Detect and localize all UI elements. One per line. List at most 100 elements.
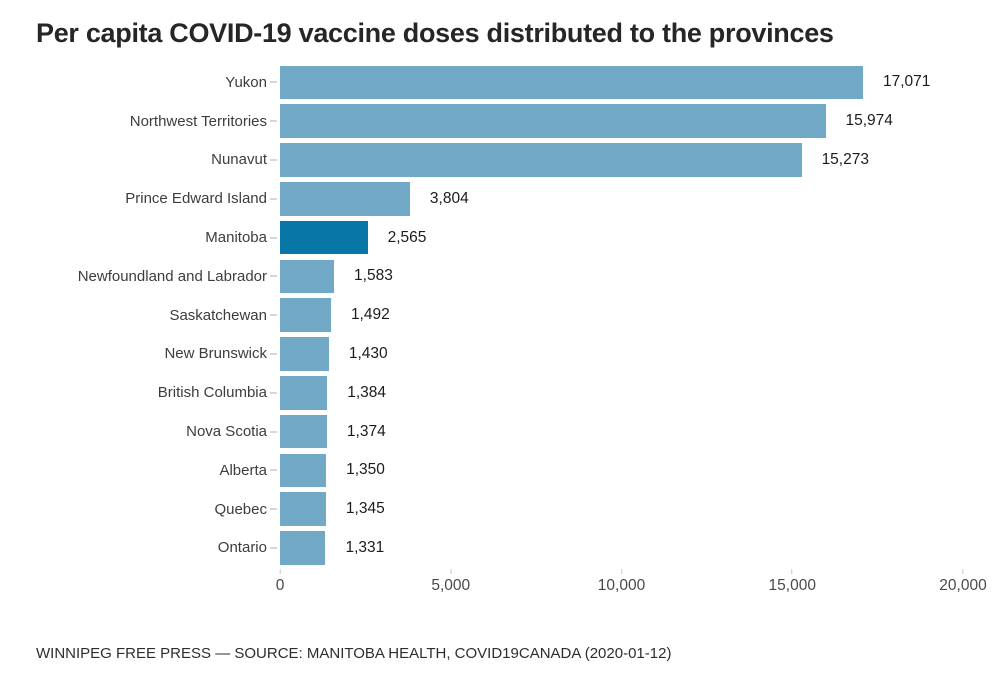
category-tick bbox=[270, 430, 277, 433]
category-label-wrap: Saskatchewan bbox=[0, 307, 277, 324]
category-label-wrap: Newfoundland and Labrador bbox=[0, 268, 277, 285]
category-label-wrap: Prince Edward Island bbox=[0, 190, 277, 207]
bar-rows: Yukon 17,071 Northwest Territories 15,974 Nu… bbox=[0, 63, 999, 567]
x-tick: 10,000 bbox=[598, 567, 645, 595]
category-label-wrap: Yukon bbox=[0, 74, 277, 91]
bar-track: 1,492 bbox=[280, 298, 963, 332]
bar-track: 1,331 bbox=[280, 531, 963, 565]
bar-track: 1,374 bbox=[280, 414, 963, 449]
bar-track: 1,350 bbox=[280, 453, 963, 488]
bar-row: New Brunswick 1,430 bbox=[0, 335, 999, 374]
category-label-wrap: Nunavut bbox=[0, 151, 277, 168]
bar-track: 15,273 bbox=[280, 143, 963, 177]
category-tick bbox=[270, 508, 277, 511]
category-tick bbox=[270, 197, 277, 200]
x-tick: 5,000 bbox=[431, 567, 470, 595]
bar-row: Saskatchewan 1,492 bbox=[0, 296, 999, 335]
x-tick: 20,000 bbox=[939, 567, 987, 595]
x-tick-label: 15,000 bbox=[768, 577, 816, 594]
category-label-wrap: British Columbia bbox=[0, 384, 277, 401]
x-axis: 0 5,000 10,000 15,000 20,000 bbox=[0, 567, 999, 607]
value-label: 1,350 bbox=[346, 461, 385, 479]
bar bbox=[280, 220, 368, 255]
category-label-wrap: Manitoba bbox=[0, 229, 277, 246]
bar-track: 17,071 bbox=[280, 65, 963, 100]
bar-track: 1,384 bbox=[280, 376, 963, 410]
bar-row: Nunavut 15,273 bbox=[0, 141, 999, 180]
bar-row: Alberta 1,350 bbox=[0, 451, 999, 490]
bar bbox=[280, 143, 802, 177]
bar-row: Prince Edward Island 3,804 bbox=[0, 179, 999, 218]
value-label: 17,071 bbox=[882, 73, 931, 91]
value-label: 1,430 bbox=[348, 344, 388, 362]
category-label: British Columbia bbox=[157, 384, 267, 402]
value-label: 2,565 bbox=[387, 228, 427, 246]
category-tick bbox=[270, 469, 277, 472]
x-tick-mark bbox=[620, 569, 622, 574]
value-label: 15,974 bbox=[845, 112, 893, 130]
bar bbox=[280, 104, 826, 138]
bar-row: Quebec 1,345 bbox=[0, 490, 999, 529]
chart-title: Per capita COVID-19 vaccine doses distri… bbox=[36, 18, 834, 48]
category-label: Manitoba bbox=[205, 229, 267, 247]
bar-track: 1,583 bbox=[280, 259, 963, 294]
category-tick bbox=[270, 158, 277, 161]
category-label: New Brunswick bbox=[164, 345, 267, 363]
category-tick bbox=[270, 81, 277, 84]
value-label: 1,374 bbox=[346, 422, 386, 440]
bar-row: Nova Scotia 1,374 bbox=[0, 412, 999, 451]
category-label: Nunavut bbox=[211, 151, 267, 169]
category-label: Alberta bbox=[219, 461, 267, 479]
category-tick bbox=[270, 391, 277, 394]
category-label: Yukon bbox=[225, 73, 267, 91]
value-label: 1,492 bbox=[350, 306, 390, 324]
bar-row: Newfoundland and Labrador 1,583 bbox=[0, 257, 999, 296]
category-label-wrap: Ontario bbox=[0, 539, 277, 556]
category-tick bbox=[270, 120, 277, 123]
value-label: 1,331 bbox=[345, 538, 385, 556]
category-label: Newfoundland and Labrador bbox=[77, 267, 267, 285]
value-label: 3,804 bbox=[429, 189, 469, 207]
category-label-wrap: New Brunswick bbox=[0, 345, 277, 362]
category-label-wrap: Alberta bbox=[0, 462, 277, 479]
category-label: Ontario bbox=[217, 539, 267, 557]
bar bbox=[280, 65, 863, 100]
x-tick-mark bbox=[450, 569, 452, 574]
category-label-wrap: Nova Scotia bbox=[0, 423, 277, 440]
bar bbox=[280, 376, 328, 410]
x-tick-mark bbox=[791, 569, 793, 574]
value-label: 1,583 bbox=[354, 267, 393, 285]
value-label: 1,384 bbox=[347, 383, 387, 401]
bar-row: British Columbia 1,384 bbox=[0, 373, 999, 412]
bar-row: Manitoba 2,565 bbox=[0, 218, 999, 257]
bar-row: Ontario 1,331 bbox=[0, 529, 999, 568]
bar-track: 3,804 bbox=[280, 182, 963, 216]
x-tick: 15,000 bbox=[769, 567, 816, 595]
category-label: Northwest Territories bbox=[129, 112, 267, 130]
bar bbox=[280, 492, 326, 526]
x-tick: 0 bbox=[275, 567, 285, 595]
bar-track: 2,565 bbox=[280, 220, 963, 255]
category-label: Quebec bbox=[214, 500, 267, 518]
category-label-wrap: Quebec bbox=[0, 501, 277, 518]
category-tick bbox=[270, 236, 277, 239]
category-label: Nova Scotia bbox=[186, 423, 267, 441]
bar-track: 1,430 bbox=[280, 337, 963, 371]
bar bbox=[280, 414, 327, 449]
category-tick bbox=[270, 314, 277, 317]
category-label: Saskatchewan bbox=[169, 306, 267, 324]
bar bbox=[280, 182, 410, 216]
source-note: WINNIPEG FREE PRESS — SOURCE: MANITOBA H… bbox=[36, 645, 672, 662]
category-tick bbox=[270, 352, 277, 355]
bar bbox=[280, 453, 327, 488]
value-label: 1,345 bbox=[345, 500, 385, 518]
category-tick bbox=[270, 275, 277, 278]
bar-track: 15,974 bbox=[280, 104, 963, 138]
bar-row: Yukon 17,071 bbox=[0, 63, 999, 102]
category-label-wrap: Northwest Territories bbox=[0, 113, 277, 130]
x-tick-label: 0 bbox=[275, 577, 285, 594]
bar bbox=[280, 298, 331, 332]
value-label: 15,273 bbox=[821, 150, 869, 168]
bar-row: Northwest Territories 15,974 bbox=[0, 102, 999, 141]
